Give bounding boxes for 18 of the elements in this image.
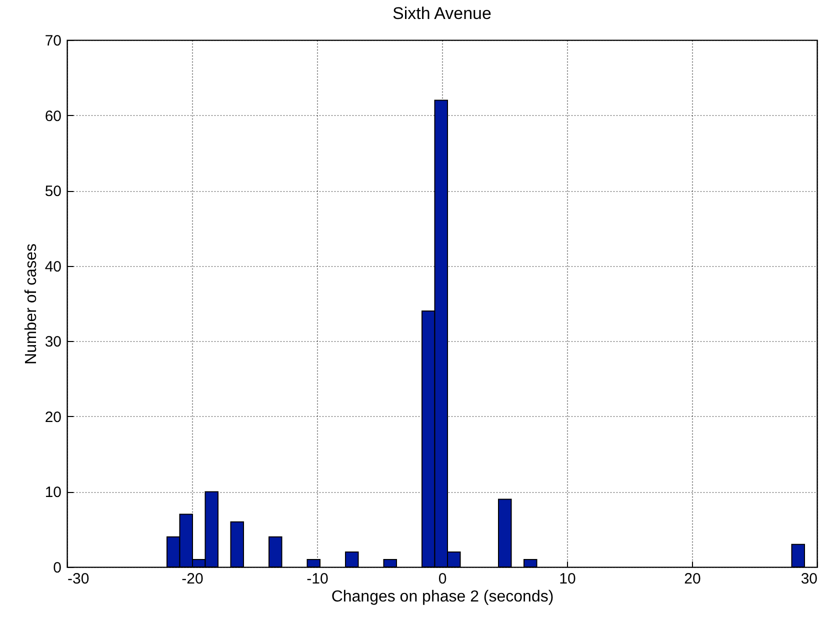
y-axis-title: Number of cases	[22, 244, 40, 364]
y-tick-label: 10	[44, 484, 62, 502]
x-tick-label: -10	[306, 570, 328, 588]
y-tick-label: 20	[44, 408, 62, 426]
x-tick-label: -30	[68, 570, 90, 588]
y-tick-label: 50	[44, 183, 62, 200]
chart-title: Sixth Avenue	[392, 4, 492, 23]
y-tick-label: 30	[44, 334, 62, 351]
y-tick-label: 0	[53, 560, 62, 576]
x-tick-label: 20	[684, 570, 701, 588]
x-tick-label: 30	[800, 570, 818, 588]
x-tick-label: 0	[438, 570, 447, 588]
x-axis-title: Changes on phase 2 (seconds)	[331, 588, 554, 606]
y-tick-label: 70	[44, 32, 62, 50]
x-tick-label: 10	[559, 570, 576, 588]
x-tick-label: -20	[182, 570, 204, 588]
y-tick-label: 40	[44, 258, 62, 276]
y-tick-label: 60	[44, 108, 62, 125]
